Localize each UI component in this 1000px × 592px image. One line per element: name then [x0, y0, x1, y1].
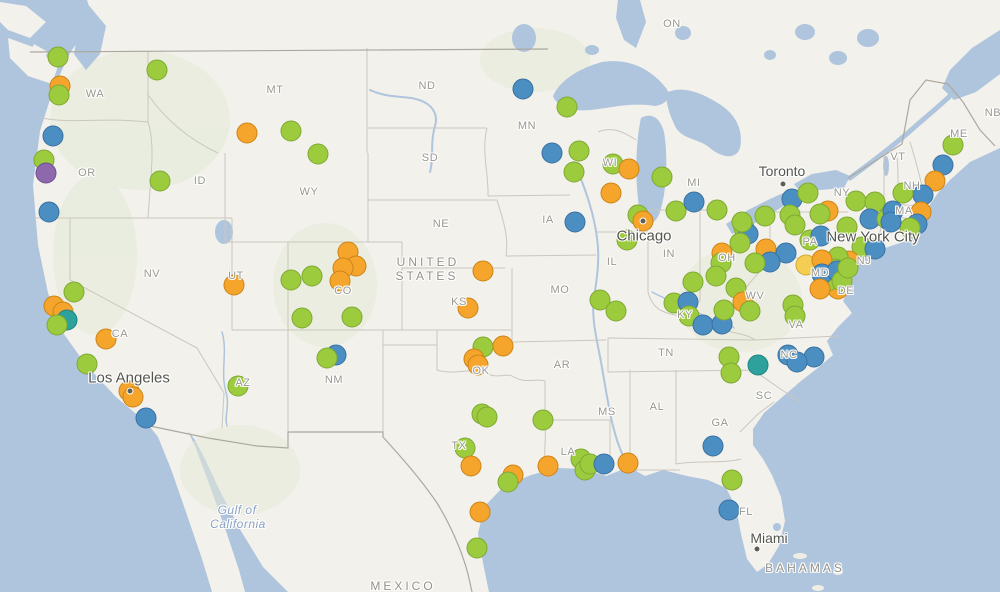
map-marker-green[interactable] [899, 217, 921, 239]
map-marker-green[interactable] [563, 161, 585, 183]
map-marker-green[interactable] [784, 305, 806, 327]
map-marker-teal[interactable] [747, 354, 769, 376]
map-marker-green[interactable] [797, 182, 819, 204]
map-marker-orange[interactable] [492, 335, 514, 357]
map-marker-green[interactable] [532, 409, 554, 431]
map-marker-green[interactable] [48, 84, 70, 106]
map-marker-blue[interactable] [135, 407, 157, 429]
map-marker-blue[interactable] [42, 125, 64, 147]
map-marker-green[interactable] [754, 205, 776, 227]
map-marker-green[interactable] [744, 252, 766, 274]
map-marker-green[interactable] [280, 269, 302, 291]
map-marker-orange[interactable] [600, 182, 622, 204]
map-marker-orange[interactable] [809, 278, 831, 300]
map-marker-blue[interactable] [864, 238, 886, 260]
map-marker-green[interactable] [556, 96, 578, 118]
map-marker-orange[interactable] [460, 455, 482, 477]
map-marker-green[interactable] [942, 134, 964, 156]
map-marker-orange[interactable] [122, 386, 144, 408]
map-marker-orange[interactable] [469, 501, 491, 523]
map-marker-green[interactable] [605, 300, 627, 322]
map-marker-green[interactable] [651, 166, 673, 188]
map-marker-blue[interactable] [512, 78, 534, 100]
map-marker-green[interactable] [729, 232, 751, 254]
map-marker-green[interactable] [476, 406, 498, 428]
map-marker-green[interactable] [739, 300, 761, 322]
map-marker-green[interactable] [731, 211, 753, 233]
map-marker-green[interactable] [280, 120, 302, 142]
map-marker-green[interactable] [307, 143, 329, 165]
map-marker-orange[interactable] [95, 328, 117, 350]
map-marker-green[interactable] [892, 182, 914, 204]
map-marker-green[interactable] [713, 299, 735, 321]
map-marker-blue[interactable] [593, 453, 615, 475]
gulf-st-lawrence-water [942, 30, 1000, 100]
map-marker-green[interactable] [682, 271, 704, 293]
map-marker-green[interactable] [784, 214, 806, 236]
map-marker-orange[interactable] [457, 297, 479, 319]
map-marker-green[interactable] [616, 229, 638, 251]
map-marker-purple[interactable] [35, 162, 57, 184]
map-marker-orange[interactable] [467, 354, 489, 376]
map-marker-blue[interactable] [38, 201, 60, 223]
pacific-islands [0, 2, 58, 84]
map-marker-orange[interactable] [617, 452, 639, 474]
map-marker-blue[interactable] [786, 351, 808, 373]
map-marker-green[interactable] [837, 257, 859, 279]
map-marker-green[interactable] [720, 362, 742, 384]
map-marker-orange[interactable] [618, 158, 640, 180]
map-marker-green[interactable] [809, 203, 831, 225]
map-marker-orange[interactable] [632, 210, 654, 232]
map-marker-orange[interactable] [329, 270, 351, 292]
map-marker-green[interactable] [341, 306, 363, 328]
map-marker-green[interactable] [836, 216, 858, 238]
map-marker-green[interactable] [76, 353, 98, 375]
map-marker-green[interactable] [227, 375, 249, 397]
map-marker-orange[interactable] [236, 122, 258, 144]
map-marker-green[interactable] [589, 289, 611, 311]
map-marker-orange[interactable] [223, 274, 245, 296]
map-marker-green[interactable] [568, 140, 590, 162]
country-borders [29, 48, 996, 592]
map-marker-blue[interactable] [683, 191, 705, 213]
map-marker-blue[interactable] [541, 142, 563, 164]
map-marker-green[interactable] [705, 265, 727, 287]
map-marker-blue[interactable] [692, 314, 714, 336]
map-marker-green[interactable] [497, 471, 519, 493]
map-marker-green[interactable] [301, 265, 323, 287]
map-marker-green[interactable] [149, 170, 171, 192]
map-marker-green[interactable] [63, 281, 85, 303]
map-marker-orange[interactable] [472, 260, 494, 282]
bahamas-islands [793, 553, 843, 591]
small-lakes [215, 0, 889, 531]
map-marker-green[interactable] [291, 307, 313, 329]
map-marker-green[interactable] [146, 59, 168, 81]
map-marker-blue[interactable] [718, 499, 740, 521]
map-marker-green[interactable] [47, 46, 69, 68]
map-marker-blue[interactable] [564, 211, 586, 233]
map-marker-green[interactable] [665, 200, 687, 222]
map-marker-green[interactable] [721, 469, 743, 491]
map-marker-blue[interactable] [810, 225, 832, 247]
puget-sound-water [74, 2, 106, 70]
map-marker-green[interactable] [466, 537, 488, 559]
map-marker-orange[interactable] [537, 455, 559, 477]
map-marker-green[interactable] [46, 314, 68, 336]
map-marker-blue[interactable] [880, 211, 902, 233]
map-marker-green[interactable] [706, 199, 728, 221]
map-marker-blue[interactable] [702, 435, 724, 457]
map-marker-green[interactable] [316, 347, 338, 369]
map-marker-green[interactable] [845, 190, 867, 212]
